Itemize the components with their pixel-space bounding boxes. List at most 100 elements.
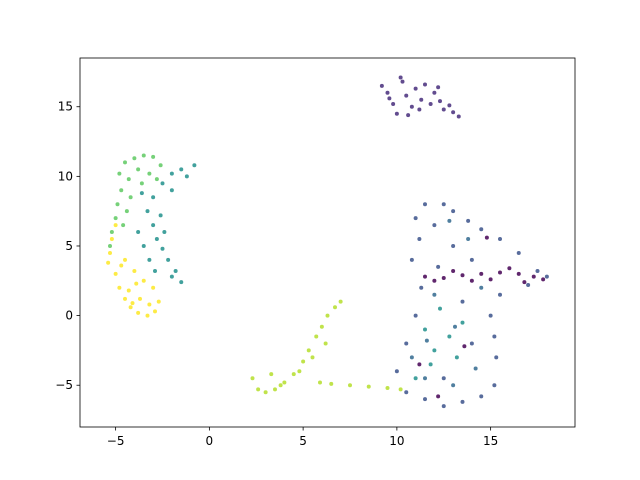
scatter-point xyxy=(400,79,405,84)
scatter-point xyxy=(119,188,124,193)
scatter-point xyxy=(113,216,118,221)
scatter-point xyxy=(385,386,390,391)
scatter-point xyxy=(136,230,141,235)
scatter-point xyxy=(484,235,489,240)
plot-frame xyxy=(79,57,576,428)
scatter-point xyxy=(128,305,133,310)
scatter-point xyxy=(498,237,502,242)
scatter-point xyxy=(526,282,531,287)
scatter-point xyxy=(423,274,427,279)
scatter-point xyxy=(398,75,403,80)
scatter-point xyxy=(278,383,283,388)
scatter-point xyxy=(409,257,414,262)
y-tick-label: 0 xyxy=(65,309,73,323)
scatter-point xyxy=(469,341,474,346)
scatter-point xyxy=(153,269,157,274)
scatter-point xyxy=(154,237,159,242)
scatter-point xyxy=(541,277,546,282)
scatter-point xyxy=(436,85,441,90)
scatter-point xyxy=(438,99,442,104)
scatter-point xyxy=(469,278,474,283)
scatter-point xyxy=(147,302,152,307)
scatter-point xyxy=(447,334,452,339)
scatter-point xyxy=(413,313,418,318)
scatter-point xyxy=(145,209,150,214)
scatter-point xyxy=(494,355,499,360)
scatter-point xyxy=(404,93,409,98)
scatter-point xyxy=(413,216,418,221)
scatter-point xyxy=(419,97,424,102)
scatter-point xyxy=(451,383,456,388)
scatter-point xyxy=(535,269,540,274)
scatter-point xyxy=(492,383,497,388)
scatter-point xyxy=(141,153,146,158)
scatter-point xyxy=(173,269,178,274)
scatter-point xyxy=(160,181,165,186)
scatter-point xyxy=(123,160,127,165)
scatter-point xyxy=(466,237,471,242)
scatter-point xyxy=(136,167,141,172)
x-tick-label: 10 xyxy=(389,434,404,448)
scatter-point xyxy=(492,334,497,339)
scatter-point xyxy=(139,181,144,186)
scatter-point xyxy=(117,171,122,176)
scatter-point xyxy=(121,223,126,228)
scatter-point xyxy=(436,394,441,399)
scatter-point xyxy=(441,202,446,207)
scatter-point xyxy=(438,306,442,311)
scatter-point xyxy=(126,177,131,182)
y-tick-label: 5 xyxy=(65,239,73,253)
scatter-point xyxy=(169,274,174,279)
scatter-point xyxy=(423,202,427,207)
scatter-point xyxy=(409,355,414,360)
scatter-point xyxy=(273,387,277,392)
scatter-point xyxy=(479,394,484,399)
scatter-point xyxy=(469,257,474,262)
scatter-point xyxy=(409,104,414,109)
scatter-point xyxy=(441,276,446,281)
scatter-point xyxy=(522,280,527,285)
scatter-point xyxy=(128,195,133,200)
scatter-point xyxy=(156,299,161,304)
scatter-point xyxy=(310,355,315,360)
scatter-point xyxy=(318,380,322,385)
scatter-point xyxy=(423,397,427,402)
scatter-point xyxy=(479,271,484,276)
scatter-point xyxy=(126,288,131,293)
scatter-point xyxy=(432,223,437,228)
scatter-point xyxy=(117,285,122,290)
scatter-point xyxy=(424,338,429,343)
scatter-point xyxy=(441,376,446,381)
scatter-point xyxy=(123,296,127,301)
scatter-point xyxy=(428,101,433,106)
scatter-point xyxy=(394,369,399,374)
scatter-point xyxy=(160,246,165,251)
scatter-point xyxy=(441,107,446,112)
scatter-point xyxy=(314,334,319,339)
scatter-point xyxy=(106,260,111,265)
scatter-point xyxy=(151,195,156,200)
scatter-point xyxy=(151,154,156,159)
scatter-point xyxy=(291,372,296,377)
scatter-point xyxy=(132,269,137,274)
scatter-point xyxy=(432,348,437,353)
scatter-point xyxy=(136,310,141,315)
scatter-point xyxy=(428,362,433,367)
scatter-point xyxy=(531,274,536,279)
scatter-point xyxy=(333,305,337,310)
scatter-point xyxy=(162,230,167,235)
scatter-point xyxy=(325,313,330,318)
scatter-point xyxy=(169,188,174,193)
scatter-point xyxy=(466,218,471,223)
scatter-point xyxy=(119,263,124,268)
scatter-point xyxy=(432,278,437,283)
x-tick-label: 5 xyxy=(299,434,307,448)
scatter-point xyxy=(123,257,127,262)
scatter-point xyxy=(323,341,328,346)
scatter-point xyxy=(387,96,392,101)
scatter-point xyxy=(139,191,144,196)
scatter-point xyxy=(417,107,422,112)
y-tick-label: 15 xyxy=(58,100,73,114)
scatter-point xyxy=(454,355,459,360)
scatter-point xyxy=(115,202,120,207)
